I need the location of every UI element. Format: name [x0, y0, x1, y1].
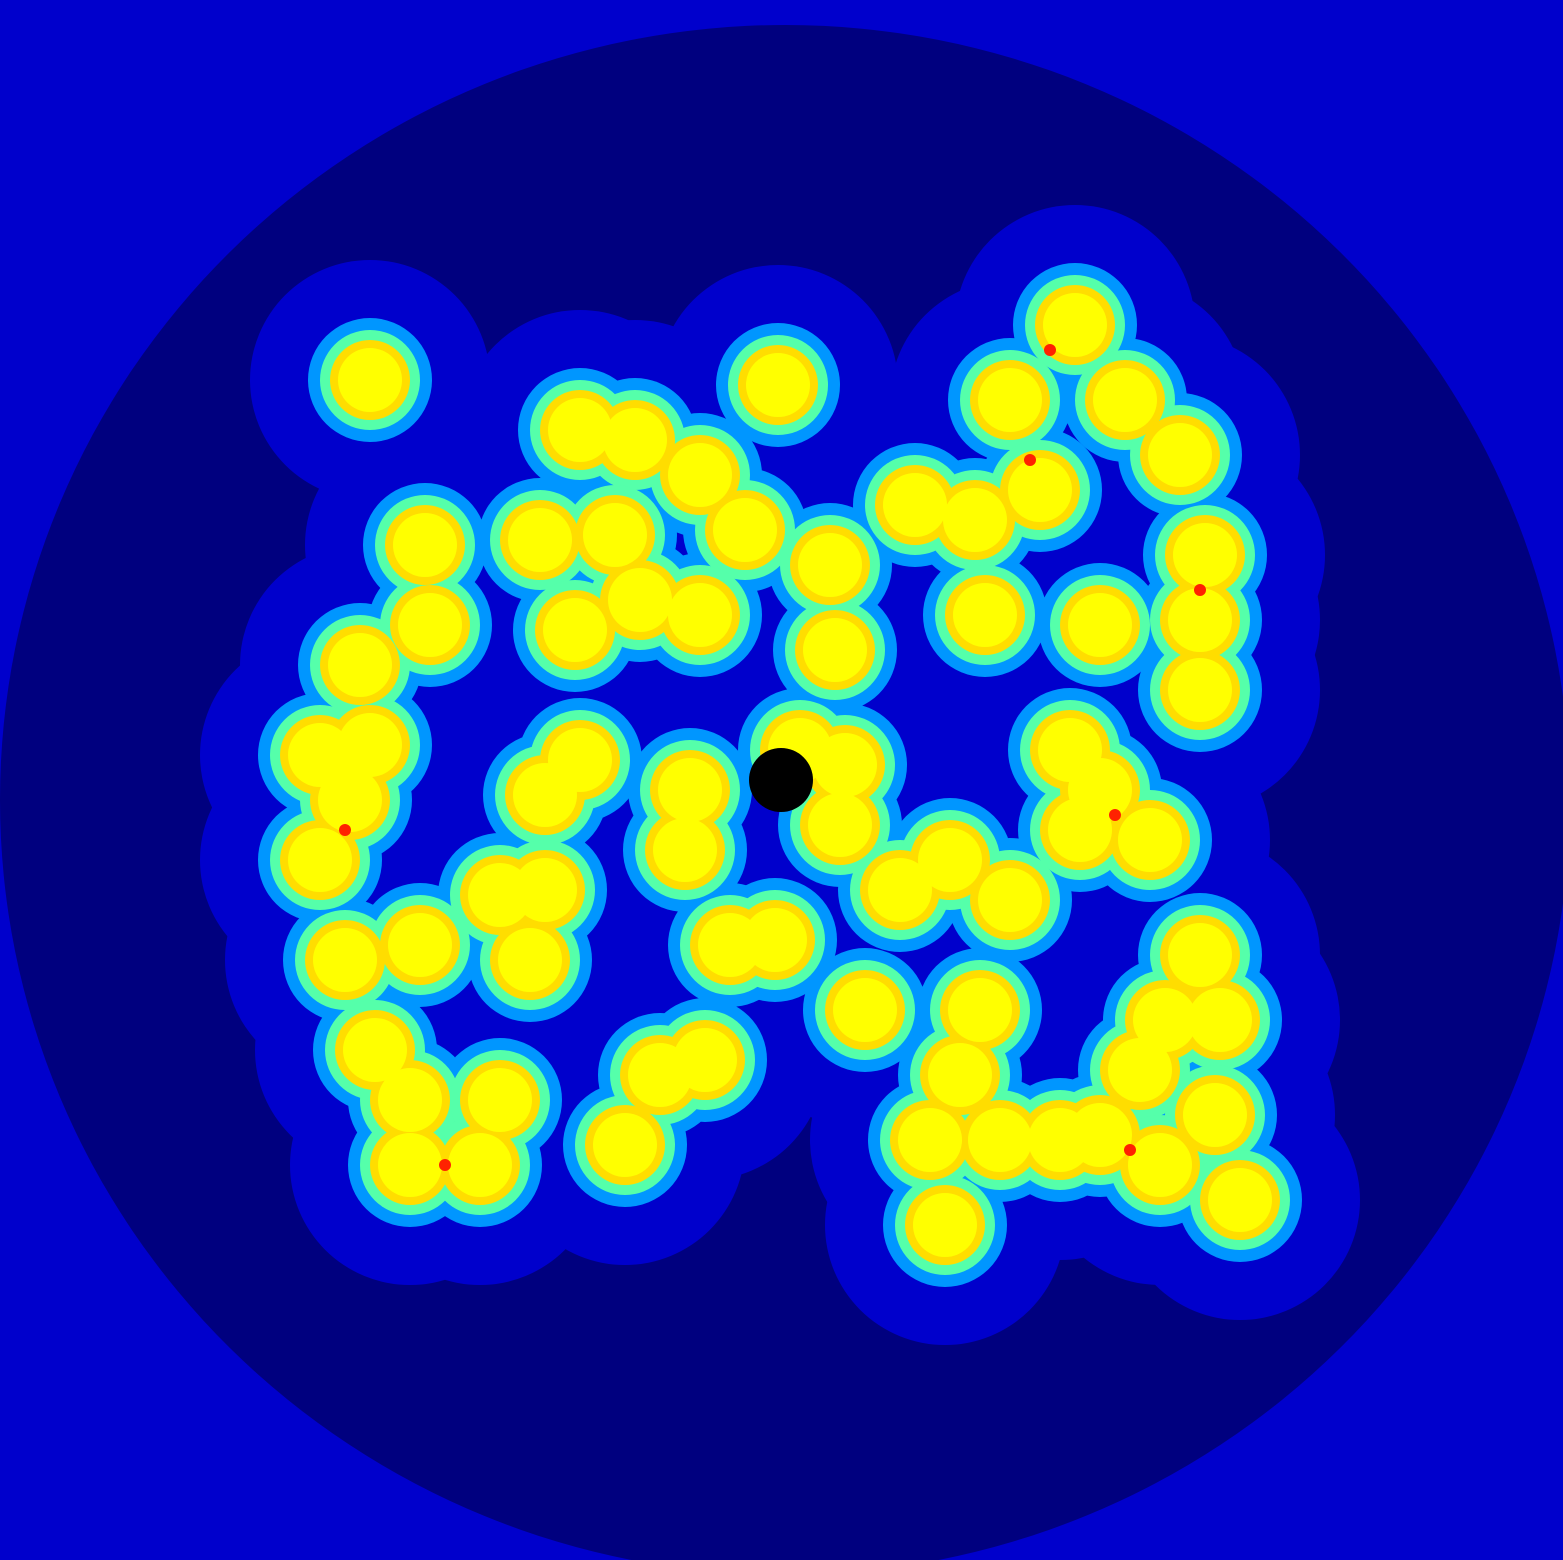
yellow-core-b5 [1148, 423, 1212, 487]
yellow-core-b40 [868, 858, 932, 922]
yellow-core-b28 [328, 633, 392, 697]
yellow-core-b25 [803, 618, 867, 682]
center-marker-dot [749, 748, 813, 812]
yellow-core-layer [288, 293, 1272, 1257]
yellow-core-b6 [978, 368, 1042, 432]
yellow-core-b48 [513, 858, 577, 922]
yellow-core-b12 [1173, 523, 1237, 587]
yellow-core-b11 [1068, 593, 1132, 657]
yellow-core-b20 [583, 503, 647, 567]
yellow-core-b24 [798, 533, 862, 597]
yellow-core-b41 [918, 828, 982, 892]
yellow-core-b56 [378, 1068, 442, 1132]
yellow-core-b15 [548, 398, 612, 462]
yellow-core-b14 [1168, 658, 1232, 722]
yellow-core-b66 [968, 1108, 1032, 1172]
yellow-core-b46 [1118, 808, 1182, 872]
yellow-core-b2 [746, 353, 810, 417]
yellow-core-b34 [513, 763, 577, 827]
yellow-core-b45 [1048, 798, 1112, 862]
yellow-core-b76 [1208, 1168, 1272, 1232]
hotspot-h5 [439, 1159, 451, 1171]
yellow-core-b69 [1068, 1103, 1132, 1167]
yellow-core-b9 [943, 488, 1007, 552]
yellow-core-b18 [713, 498, 777, 562]
yellow-core-b13 [1168, 588, 1232, 652]
yellow-core-b59 [448, 1133, 512, 1197]
marker-layer [749, 748, 813, 812]
yellow-core-b67 [913, 1193, 977, 1257]
yellow-core-b71 [1133, 988, 1197, 1052]
yellow-core-b64 [928, 1043, 992, 1107]
yellow-core-b70 [1108, 1038, 1172, 1102]
yellow-core-b27 [398, 593, 462, 657]
yellow-core-b19 [508, 508, 572, 572]
hotspot-h4 [339, 824, 351, 836]
yellow-core-b72 [1168, 923, 1232, 987]
hotspot-h3 [1194, 584, 1206, 596]
yellow-core-b7 [1008, 458, 1072, 522]
yellow-core-b75 [1128, 1133, 1192, 1197]
yellow-core-b8 [883, 473, 947, 537]
yellow-core-b23 [668, 583, 732, 647]
yellow-core-b42 [978, 868, 1042, 932]
yellow-core-b31 [318, 768, 382, 832]
yellow-core-b49 [388, 913, 452, 977]
yellow-core-b1 [338, 348, 402, 412]
yellow-core-b39 [808, 793, 872, 857]
hotspot-h6 [1124, 1144, 1136, 1156]
yellow-core-b38 [813, 733, 877, 797]
yellow-core-b74 [1183, 1083, 1247, 1147]
hotspot-h2 [1024, 454, 1036, 466]
yellow-core-b22 [608, 568, 672, 632]
yellow-core-b57 [378, 1133, 442, 1197]
yellow-core-b3 [1043, 293, 1107, 357]
yellow-core-b26 [393, 513, 457, 577]
yellow-core-b36 [653, 818, 717, 882]
yellow-core-b10 [953, 583, 1017, 647]
yellow-core-b54 [833, 978, 897, 1042]
yellow-core-b58 [468, 1068, 532, 1132]
red-hotspot-layer [339, 344, 1206, 1171]
hotspot-h1 [1044, 344, 1056, 356]
yellow-core-b4 [1093, 368, 1157, 432]
yellow-core-b17 [668, 443, 732, 507]
yellow-core-b61 [673, 1028, 737, 1092]
yellow-core-b21 [543, 598, 607, 662]
yellow-core-b62 [593, 1113, 657, 1177]
yellow-core-b55 [343, 1018, 407, 1082]
yellow-core-b30 [338, 713, 402, 777]
yellow-core-b16 [603, 408, 667, 472]
yellow-core-b73 [1188, 988, 1252, 1052]
yellow-core-b51 [498, 928, 562, 992]
yellow-core-b63 [948, 978, 1012, 1042]
yellow-core-b35 [658, 758, 722, 822]
yellow-core-b65 [898, 1108, 962, 1172]
yellow-core-b32 [288, 828, 352, 892]
yellow-core-b29 [288, 723, 352, 787]
hotspot-h7 [1109, 809, 1121, 821]
yellow-core-b50 [313, 928, 377, 992]
yellow-core-b53 [743, 908, 807, 972]
